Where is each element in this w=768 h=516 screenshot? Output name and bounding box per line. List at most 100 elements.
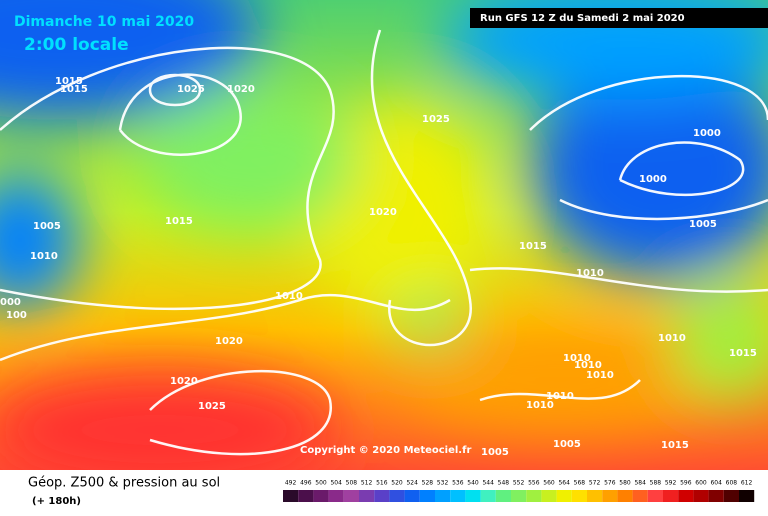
isobar-label: 1025 — [422, 114, 450, 125]
legend-swatch — [435, 490, 451, 502]
legend-label: 524 — [406, 480, 418, 487]
isobar-label: 000 — [0, 297, 21, 308]
legend-label: 572 — [589, 480, 601, 487]
legend-label: 608 — [726, 480, 738, 487]
isobar-label: 1005 — [689, 219, 717, 230]
legend-swatch — [404, 490, 420, 502]
isobar-label: 1010 — [574, 360, 602, 371]
isobar-label: 1010 — [658, 333, 686, 344]
legend-label: 544 — [482, 480, 494, 487]
isobar-label: 1005 — [553, 439, 581, 450]
isobar-label: 1005 — [481, 447, 509, 458]
legend-swatch — [389, 490, 405, 502]
legend-label: 504 — [330, 480, 342, 487]
run-info: Run GFS 12 Z du Samedi 2 mai 2020 — [480, 13, 685, 24]
isobar-label: 1010 — [275, 291, 303, 302]
legend-swatch — [632, 490, 648, 502]
legend-label: 500 — [315, 480, 327, 487]
legend-label: 532 — [437, 480, 449, 487]
legend-swatch — [465, 490, 481, 502]
legend-label: 588 — [650, 480, 662, 487]
legend-swatch — [602, 490, 618, 502]
legend-label: 576 — [604, 480, 616, 487]
legend-swatch — [571, 490, 587, 502]
isobar-label: 1015 — [661, 440, 689, 451]
time: 2:00 locale — [24, 35, 129, 55]
legend-label: 520 — [391, 480, 403, 487]
isobar-label: 1015 — [519, 241, 547, 252]
legend-label: 568 — [574, 480, 586, 487]
legend-swatch — [495, 490, 511, 502]
legend-swatch — [511, 490, 527, 502]
isobar-label: 1010 — [563, 353, 591, 364]
isobar-label: 1005 — [33, 221, 61, 232]
isobar-label: 100 — [6, 310, 27, 321]
legend-swatch — [693, 490, 709, 502]
isobar-label: 1000 — [639, 174, 667, 185]
legend-swatch — [374, 490, 390, 502]
legend-swatch — [480, 490, 496, 502]
legend-swatch — [526, 490, 542, 502]
legend-label: 596 — [680, 480, 692, 487]
legend-swatch — [419, 490, 435, 502]
legend-label: 548 — [498, 480, 510, 487]
isobar-label: 1000 — [693, 128, 721, 139]
legend-swatch — [328, 490, 344, 502]
legend-swatch — [359, 490, 375, 502]
legend-label: 536 — [452, 480, 464, 487]
legend-swatch — [708, 490, 724, 502]
legend-label: 564 — [558, 480, 570, 487]
legend-label: 560 — [543, 480, 555, 487]
legend-swatch — [313, 490, 329, 502]
isobar-label: 1010 — [30, 251, 58, 262]
legend-swatch — [678, 490, 694, 502]
legend-label: 512 — [361, 480, 373, 487]
isobar-label: 1015 — [55, 76, 83, 87]
footer-lead: (+ 180h) — [32, 496, 81, 507]
legend-swatch — [450, 490, 466, 502]
legend-swatch — [663, 490, 679, 502]
legend-label: 552 — [513, 480, 525, 487]
footer-title: Géop. Z500 & pression au sol — [28, 476, 220, 491]
isobar-label: 1015 — [729, 348, 757, 359]
field — [0, 0, 768, 490]
legend-label: 592 — [665, 480, 677, 487]
legend-label: 604 — [710, 480, 722, 487]
isobar-label: 1020 — [170, 376, 198, 387]
isobar-label: 1015 — [60, 84, 88, 95]
legend-label: 584 — [634, 480, 646, 487]
legend-swatch — [723, 490, 739, 502]
legend-label: 556 — [528, 480, 540, 487]
legend-label: 580 — [619, 480, 631, 487]
isobar-label: 1020 — [215, 336, 243, 347]
legend-swatch — [647, 490, 663, 502]
legend-swatch — [739, 490, 755, 502]
legend-swatch — [541, 490, 557, 502]
isobar-label: 1010 — [526, 400, 554, 411]
isobar-label: 1025 — [198, 401, 226, 412]
legend-label: 612 — [741, 480, 753, 487]
date: Dimanche 10 mai 2020 — [14, 14, 194, 30]
legend-label: 600 — [695, 480, 707, 487]
legend-swatch — [283, 490, 299, 502]
legend-label: 516 — [376, 480, 388, 487]
legend-label: 540 — [467, 480, 479, 487]
isobar-label: 1025 — [177, 84, 205, 95]
legend-swatch — [343, 490, 359, 502]
copyright: Copyright © 2020 Meteociel.fr — [300, 445, 471, 456]
legend-swatch — [617, 490, 633, 502]
legend: 492 496 500 504 508 512 516 520 524 528 532 536 540 5… — [283, 480, 755, 502]
legend-label: 508 — [346, 480, 358, 487]
legend-label: 496 — [300, 480, 312, 487]
isobar-label: 1015 — [165, 216, 193, 227]
legend-swatch — [298, 490, 314, 502]
isobar-label: 1010 — [586, 370, 614, 381]
legend-swatch — [556, 490, 572, 502]
legend-swatch — [587, 490, 603, 502]
legend-label: 528 — [422, 480, 434, 487]
isobar-label: 1020 — [369, 207, 397, 218]
isobar-label: 1010 — [576, 268, 604, 279]
isobar-label: 1010 — [546, 391, 574, 402]
